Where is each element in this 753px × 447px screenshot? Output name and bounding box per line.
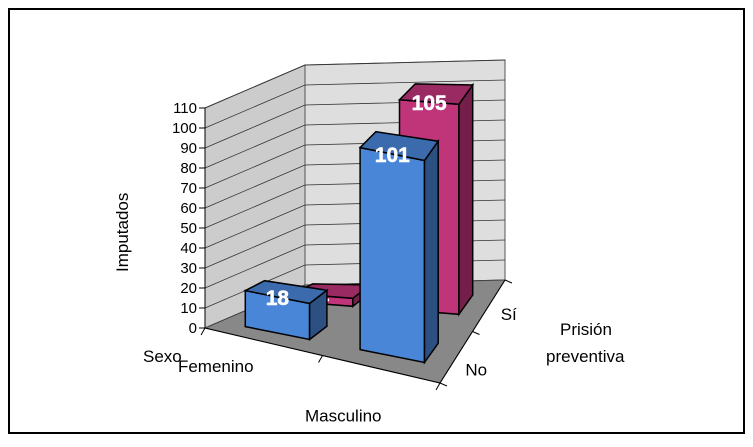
y-tick-label: 90 — [180, 140, 197, 157]
bar-No-Femenino: 18 — [243, 279, 329, 342]
x-tick-mark — [318, 355, 323, 363]
x-axis-label: Sexo — [143, 347, 182, 366]
gridline — [204, 59, 506, 109]
y-tick-label: 20 — [180, 280, 197, 297]
x-tick-label: Femenino — [178, 357, 254, 376]
bar-No-Masculino: 101 — [358, 130, 440, 365]
depth-axis-label-line-2: preventiva — [546, 347, 625, 366]
bar-side-face — [458, 82, 474, 317]
data-label: 18 — [266, 287, 290, 310]
x-tick-mark — [200, 327, 206, 336]
y-tick-label: 60 — [180, 200, 197, 217]
bar-front-face — [359, 146, 426, 364]
y-tick-label: 50 — [180, 220, 197, 237]
gridline — [204, 79, 506, 129]
bar-top-face — [358, 130, 440, 162]
bar-top-face — [243, 279, 329, 305]
depth-tick-mark — [472, 331, 480, 335]
depth-tick-label: Sí — [501, 305, 517, 324]
bar-side-face — [423, 138, 439, 365]
axis-labels: Imputados Sexo Prisión preventiva — [113, 193, 625, 366]
y-tick-label: 70 — [180, 180, 197, 197]
bars: 410518101 — [243, 82, 475, 365]
y-tick-label: 40 — [180, 240, 197, 257]
y-tick-label: 100 — [172, 120, 197, 137]
depth-tick-mark — [504, 279, 513, 284]
depth-tick-label: No — [465, 360, 487, 379]
bar-top-face — [397, 83, 475, 106]
axes: 0 10 20 30 40 50 60 70 80 90 100 110 Femenino Masculi… — [172, 100, 517, 425]
y-tick-label: 80 — [180, 160, 197, 177]
y-tick-label: 110 — [173, 100, 197, 117]
y-axis-label: Imputados — [113, 193, 132, 272]
data-label: 101 — [375, 144, 410, 167]
y-tick-label: 0 — [189, 320, 197, 337]
x-tick-label: Masculino — [305, 406, 382, 425]
y-tick-label: 10 — [180, 300, 197, 317]
x-tick-mark — [435, 382, 441, 391]
y-tick-label: 30 — [180, 260, 197, 277]
data-label: 105 — [412, 92, 447, 115]
depth-axis-label-line-1: Prisión — [560, 320, 612, 339]
depth-tick-mark — [439, 382, 448, 387]
